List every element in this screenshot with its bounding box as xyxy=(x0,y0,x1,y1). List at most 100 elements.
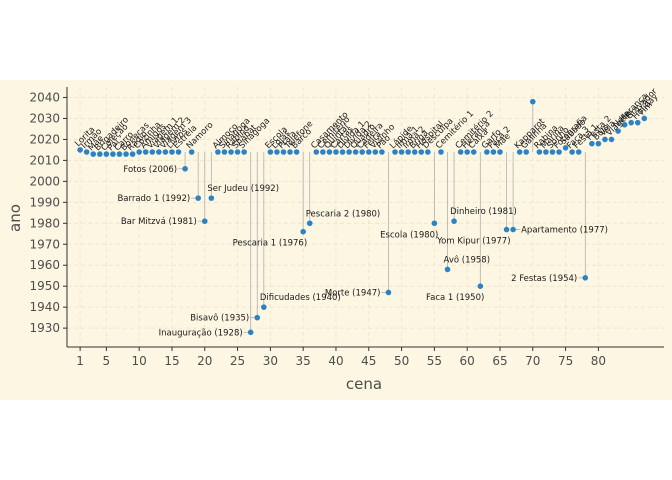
data-point xyxy=(503,226,510,233)
point-label: Dificudades (1940) xyxy=(260,293,341,303)
data-point xyxy=(490,149,497,155)
data-point xyxy=(149,149,156,155)
data-point xyxy=(313,149,320,155)
point-label: Faca 1 (1950) xyxy=(426,293,484,303)
data-point xyxy=(392,149,398,155)
data-point xyxy=(523,149,530,155)
y-tick-label: 1930 xyxy=(29,321,60,335)
data-point xyxy=(182,165,188,172)
data-point xyxy=(589,140,595,147)
x-tick-label: 45 xyxy=(361,354,376,368)
point-label: Bisavô (1935) xyxy=(190,313,249,324)
data-point xyxy=(398,149,405,155)
y-tick-label: 1950 xyxy=(29,279,60,293)
data-point xyxy=(261,304,267,310)
data-point xyxy=(333,149,339,155)
point-label: Apartamento (1977) xyxy=(521,226,608,236)
point-label: Ser Judeu (1992) xyxy=(207,184,279,194)
data-point xyxy=(156,149,162,155)
y-axis-title: ano xyxy=(6,204,24,232)
data-point xyxy=(234,149,241,155)
y-tick-label: 1970 xyxy=(29,237,60,251)
y-tick-label: 2030 xyxy=(29,111,60,125)
data-point xyxy=(346,149,352,155)
point-label: Inauguração (1928) xyxy=(159,328,243,338)
data-point xyxy=(575,149,582,155)
point-label: Dinheiro (1981) xyxy=(450,207,517,217)
data-point xyxy=(569,149,575,155)
data-point xyxy=(254,314,261,321)
data-point xyxy=(221,149,228,155)
data-point xyxy=(241,149,247,155)
data-point xyxy=(385,289,392,296)
x-tick-label: 60 xyxy=(460,354,475,368)
data-point xyxy=(484,149,490,155)
data-point xyxy=(129,151,136,157)
segments xyxy=(178,101,586,333)
data-point xyxy=(372,149,379,155)
data-point xyxy=(444,266,451,273)
x-tick-label: 1 xyxy=(76,354,84,368)
data-point xyxy=(83,149,90,155)
x-tick-label: 25 xyxy=(230,354,245,368)
data-point xyxy=(621,121,628,128)
data-point xyxy=(608,136,615,143)
point-label: 2 Festas (1954) xyxy=(511,274,577,284)
point-label: Bar Mitzvá (1981) xyxy=(121,217,197,227)
data-point xyxy=(247,329,254,336)
data-point xyxy=(615,128,621,134)
data-point xyxy=(464,149,470,155)
data-point xyxy=(215,149,221,155)
data-point xyxy=(405,149,411,155)
data-point xyxy=(516,149,523,155)
data-point xyxy=(116,151,123,157)
data-point xyxy=(195,195,202,201)
x-tick-label: 40 xyxy=(328,354,343,368)
data-point xyxy=(543,149,549,155)
data-point xyxy=(556,149,562,155)
point-label: Pescaria 1 (1976) xyxy=(233,239,308,249)
axes: 1 5 10 15 20 25 30 35 40 45 50 55 60 65 70 75 8019301940… xyxy=(29,87,664,368)
y-tick-label: 1990 xyxy=(29,195,60,209)
data-point xyxy=(582,275,589,281)
y-tick-label: 1940 xyxy=(29,300,60,314)
data-point xyxy=(602,136,608,143)
data-point xyxy=(562,145,569,151)
data-point xyxy=(97,151,103,157)
data-point xyxy=(287,149,293,155)
data-point xyxy=(431,220,438,227)
y-tick-label: 1960 xyxy=(29,258,60,272)
data-point xyxy=(352,149,359,155)
point-label: Pescaria 2 (1980) xyxy=(306,209,381,219)
x-tick-label: 80 xyxy=(591,354,606,368)
data-point xyxy=(470,149,477,155)
data-point xyxy=(188,149,195,155)
x-tick-label: 35 xyxy=(296,354,311,368)
data-point xyxy=(457,149,464,155)
data-point xyxy=(595,140,602,147)
data-point xyxy=(339,149,346,155)
data-point xyxy=(628,119,634,126)
data-point xyxy=(169,149,175,155)
point-label: Escola (1980) xyxy=(380,230,438,240)
data-point xyxy=(142,149,149,155)
data-point xyxy=(77,147,83,153)
data-point xyxy=(549,149,556,155)
x-axis-title: cena xyxy=(346,375,382,393)
data-point xyxy=(425,149,431,155)
data-point xyxy=(293,149,300,155)
x-tick-label: 30 xyxy=(263,354,278,368)
x-tick-label: 65 xyxy=(492,354,507,368)
data-point xyxy=(320,149,326,155)
y-tick-label: 1980 xyxy=(29,216,60,230)
data-point xyxy=(411,149,418,155)
data-point xyxy=(641,115,648,122)
data-point xyxy=(477,283,484,289)
data-point xyxy=(365,149,372,155)
points xyxy=(77,98,648,336)
data-point xyxy=(110,151,116,157)
data-point xyxy=(536,149,543,155)
y-tick-label: 2040 xyxy=(29,90,60,104)
data-point xyxy=(208,195,215,201)
